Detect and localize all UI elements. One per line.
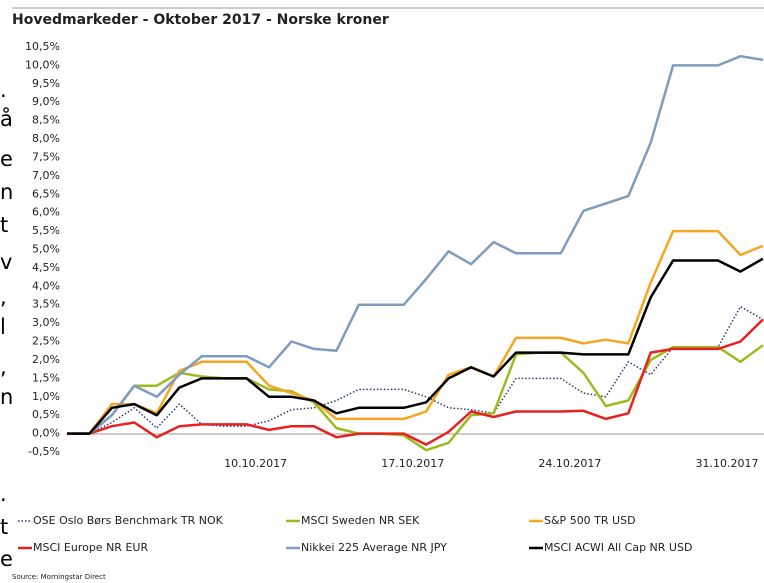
source: Source: Morningstar Direct [12, 573, 106, 581]
y-tick-label: 7,0% [32, 169, 60, 182]
margin-fragment: t [0, 213, 9, 237]
y-tick-label: 8,0% [32, 132, 60, 145]
margin-fragment: n [0, 385, 14, 409]
legend-label: OSE Oslo Børs Benchmark TR NOK [33, 514, 224, 527]
y-tick-label: 4,0% [32, 279, 60, 292]
margin-fragment: å [0, 107, 13, 131]
margin-fragment: . [0, 78, 7, 102]
legend-label: S&P 500 TR USD [544, 514, 636, 527]
y-tick-label: 6,0% [32, 206, 60, 219]
series-line [67, 54, 764, 435]
y-tick-label: 9,0% [32, 95, 60, 108]
y-tick-label: 10,0% [25, 58, 60, 71]
legend-label: MSCI Europe NR EUR [33, 541, 148, 554]
chart-title: Hovedmarkeder - Oktober 2017 - Norske kr… [12, 12, 389, 28]
series-line [67, 318, 764, 446]
y-tick-label: 2,0% [32, 353, 60, 366]
legend-label: Nikkei 225 Average NR JPY [301, 541, 447, 554]
margin-fragment: l [0, 315, 6, 339]
margin-fragment: t [0, 515, 9, 539]
margin-fragment: e [0, 147, 13, 171]
y-tick-label: -0,5% [28, 445, 60, 458]
y-tick-label: 4,5% [32, 261, 60, 274]
y-tick-label: 9,5% [32, 77, 60, 90]
legend-label: MSCI ACWI All Cap NR USD [544, 541, 692, 554]
x-tick-label: 24.10.2017 [538, 457, 601, 470]
y-tick-label: 1,0% [32, 390, 60, 403]
y-tick-label: 5,0% [32, 243, 60, 256]
x-tick-label: 10.10.2017 [224, 457, 287, 470]
y-tick-label: 1,5% [32, 371, 60, 384]
y-tick-label: 8,5% [32, 114, 60, 127]
margin-fragment: n [0, 180, 14, 204]
y-tick-label: 2,5% [32, 335, 60, 348]
x-tick-label: 31.10.2017 [696, 457, 759, 470]
y-tick-label: 0,5% [32, 408, 60, 421]
y-tick-label: 3,0% [32, 316, 60, 329]
x-tick-label: 17.10.2017 [381, 457, 444, 470]
margin-fragment: e [0, 547, 13, 571]
y-tick-label: 0,0% [32, 427, 60, 440]
y-tick-label: 7,5% [32, 150, 60, 163]
margin-fragment: , [0, 285, 7, 309]
series-line [67, 305, 764, 435]
margin-fragment: . [0, 482, 7, 506]
series-line [67, 344, 764, 452]
y-tick-label: 5,5% [32, 224, 60, 237]
margin-fragment: v [0, 250, 13, 274]
legend-label: MSCI Sweden NR SEK [301, 514, 420, 527]
margin-fragment: , [0, 355, 7, 379]
y-tick-label: 10,5% [25, 40, 60, 53]
y-tick-label: 6,5% [32, 187, 60, 200]
series-line [67, 257, 764, 435]
y-tick-label: 3,5% [32, 298, 60, 311]
series-line [67, 229, 764, 435]
